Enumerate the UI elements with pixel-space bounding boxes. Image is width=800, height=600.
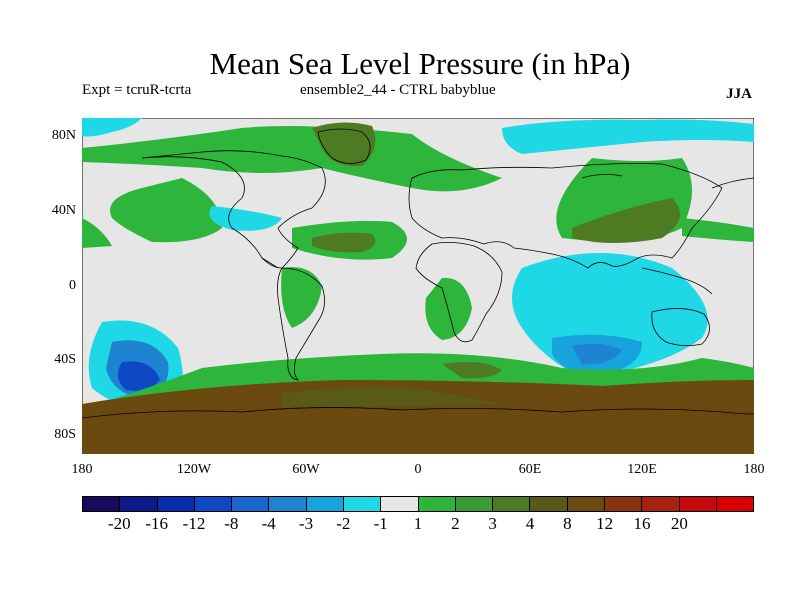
colorbar-cell — [567, 497, 605, 511]
colorbar-cell — [679, 497, 717, 511]
anomaly-green-south-america — [281, 267, 322, 328]
colorbar-label: 3 — [488, 514, 497, 533]
lat-label-0: 0 — [69, 278, 76, 293]
colorbar-label: 4 — [525, 514, 535, 533]
anomaly-olive-antarctic — [282, 386, 502, 408]
colorbar-cell — [306, 497, 344, 511]
colorbar-label: 20 — [670, 514, 688, 533]
anomaly-green-pacific-west — [682, 218, 754, 242]
colorbar-label: -4 — [261, 514, 276, 533]
lon-label-180e: 180 — [743, 462, 765, 477]
colorbar-label: 1 — [413, 514, 423, 533]
lat-label-40s: 40S — [54, 352, 76, 367]
colorbar — [82, 496, 754, 512]
experiment-label: Expt = tcruR-tcrta — [82, 82, 192, 98]
anomaly-green-dark-asia — [572, 198, 680, 243]
colorbar-label: -2 — [336, 514, 351, 533]
anomaly-blue-mid-indian-ocean — [572, 343, 622, 365]
anomaly-green-africa — [425, 277, 472, 340]
anomaly-green-dark-atlantic — [312, 232, 376, 253]
chart-title: Mean Sea Level Pressure (in hPa) — [209, 46, 631, 81]
colorbar-cell — [83, 497, 121, 511]
lon-label-0: 0 — [414, 462, 422, 477]
lon-label-120e: 120E — [627, 462, 657, 477]
season-label: JJA — [726, 86, 752, 102]
colorbar-cell — [716, 497, 754, 511]
colorbar-label: -8 — [224, 514, 239, 533]
lon-label-180w: 180 — [71, 462, 93, 477]
ensemble-label: ensemble2_44 - CTRL babyblue — [300, 82, 496, 98]
colorbar-label: 8 — [563, 514, 572, 533]
anomaly-cyan-arctic-east — [502, 119, 754, 154]
anomaly-blue-dark-south-pacific — [117, 361, 160, 391]
lon-label-60w: 60W — [292, 462, 320, 477]
anomaly-green-dark-south-atlantic — [442, 362, 502, 379]
colorbar-label: -12 — [182, 514, 206, 533]
colorbar-label: 16 — [633, 514, 651, 533]
lon-label-120w: 120W — [176, 462, 212, 477]
pressure-map — [82, 118, 754, 454]
colorbar-cell — [530, 497, 568, 511]
colorbar-cell — [157, 497, 195, 511]
colorbar-cell — [642, 497, 680, 511]
colorbar-label: 2 — [451, 514, 460, 533]
anomaly-cyan-arctic-west — [82, 118, 142, 137]
lat-label-40n: 40N — [51, 203, 76, 218]
anomaly-brown-antarctic — [82, 380, 754, 454]
anomaly-green-north-pacific — [110, 178, 222, 243]
colorbar-label: -20 — [107, 514, 131, 533]
lat-label-80n: 80N — [51, 128, 76, 143]
colorbar-cell — [418, 497, 456, 511]
anomaly-green-dark-greenland — [312, 122, 376, 167]
map-panel — [82, 118, 754, 454]
colorbar-cell — [455, 497, 494, 511]
anomaly-cyan-us — [209, 206, 282, 231]
colorbar-label: 12 — [596, 514, 614, 533]
anomaly-green-west-edge — [82, 218, 112, 248]
colorbar-cell — [232, 497, 270, 511]
lat-label-80s: 80S — [54, 427, 76, 442]
colorbar-cell — [493, 497, 531, 511]
lon-label-60e: 60E — [518, 462, 542, 477]
colorbar-cell — [194, 497, 233, 511]
colorbar-cell — [604, 497, 643, 511]
coastlines — [82, 128, 754, 419]
colorbar-cell — [381, 497, 419, 511]
colorbar-cell — [343, 497, 382, 511]
colorbar-label: -3 — [298, 514, 314, 533]
colorbar-label: -1 — [373, 514, 388, 533]
colorbar-cell — [269, 497, 307, 511]
anomaly-green-north-band — [82, 126, 502, 192]
colorbar-label: -16 — [145, 514, 168, 533]
colorbar-cell — [120, 497, 158, 511]
